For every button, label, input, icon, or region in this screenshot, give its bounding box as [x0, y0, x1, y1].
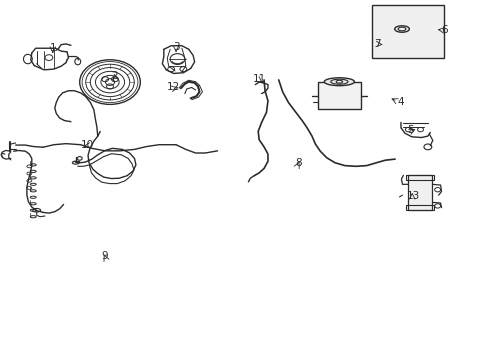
Text: 4: 4: [397, 96, 404, 107]
Text: 3: 3: [172, 42, 179, 52]
Text: 5: 5: [407, 125, 413, 135]
Bar: [407, 175, 431, 210]
Text: 9: 9: [102, 251, 108, 261]
Bar: [317, 82, 360, 109]
Text: 12: 12: [166, 82, 180, 92]
Text: 6: 6: [441, 24, 447, 35]
Text: 7: 7: [373, 39, 380, 49]
Text: 11: 11: [252, 74, 265, 84]
Bar: [406, 175, 433, 180]
Text: 1: 1: [49, 42, 56, 53]
Text: 13: 13: [406, 191, 419, 201]
Text: 2: 2: [111, 71, 118, 81]
Text: 8: 8: [294, 158, 301, 168]
Ellipse shape: [324, 78, 354, 86]
Bar: [371, 5, 443, 58]
Text: 10: 10: [81, 140, 93, 150]
Bar: [406, 205, 433, 210]
